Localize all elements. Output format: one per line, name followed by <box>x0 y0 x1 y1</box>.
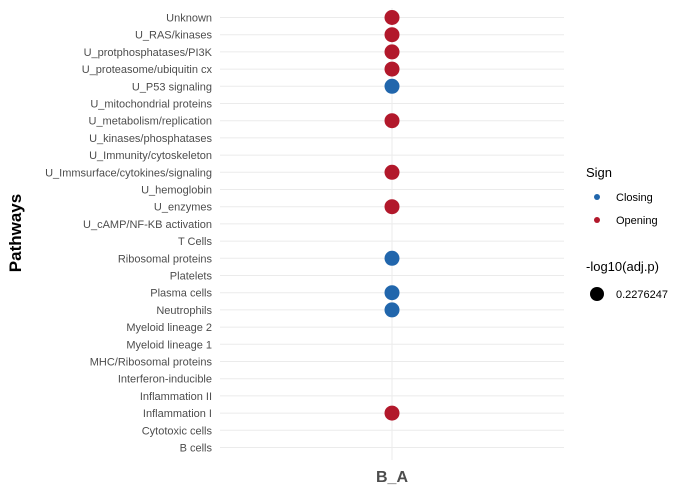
y-tick-u-kinases-phosphatases: U_kinases/phosphatases <box>89 133 212 145</box>
y-tick-u-mitochondrial-proteins: U_mitochondrial proteins <box>90 99 212 111</box>
y-tick-u-ras-kinases: U_RAS/kinases <box>135 30 213 42</box>
legend: Sign Closing Opening -log10(adj.p) 0.2276… <box>586 165 668 301</box>
point-u-ras-kinases <box>384 27 400 43</box>
y-tick-u-immunity-cytoskeleton: U_Immunity/cytoskeleton <box>89 150 212 162</box>
y-tick-u-hemoglobin: U_hemoglobin <box>141 185 212 197</box>
y-tick-u-enzymes: U_enzymes <box>154 202 213 214</box>
y-tick-ribosomal-proteins: Ribosomal proteins <box>118 253 213 265</box>
y-tick-interferon-inducible: Interferon-inducible <box>118 374 212 386</box>
x-tick-labels: B_A <box>376 469 408 486</box>
point-u-enzymes <box>384 199 400 215</box>
y-tick-plasma-cells: Plasma cells <box>150 288 212 300</box>
point-u-p53-signaling <box>384 78 400 94</box>
y-tick-t-cells: T Cells <box>178 236 213 248</box>
point-u-protphosphatases-pi3k <box>384 44 400 60</box>
y-tick-cytotoxic-cells: Cytotoxic cells <box>142 425 213 437</box>
y-tick-unknown: Unknown <box>166 13 212 25</box>
x-tick-b-a: B_A <box>376 469 408 486</box>
point-plasma-cells <box>384 285 400 301</box>
y-tick-u-protphosphatases-pi3k: U_protphosphatases/PI3K <box>84 47 213 59</box>
legend-size-key-0 <box>590 287 604 301</box>
legend-size-label-0: 0.2276247 <box>616 289 668 301</box>
data-points <box>384 10 400 421</box>
legend-color-title: Sign <box>586 165 612 180</box>
point-unknown <box>384 10 400 25</box>
y-tick-u-proteasome-ubiquitin-cx: U_proteasome/ubiquitin cx <box>82 64 213 76</box>
point-inflammation-i <box>384 405 400 421</box>
y-tick-neutrophils: Neutrophils <box>156 305 212 317</box>
y-tick-platelets: Platelets <box>170 271 213 283</box>
point-u-immsurface-cytokines-signaling <box>384 164 400 180</box>
y-tick-u-immsurface-cytokines-signaling: U_Immsurface/cytokines/signaling <box>45 167 212 179</box>
point-u-metabolism-replication <box>384 113 400 129</box>
legend-size-title: -log10(adj.p) <box>586 259 659 274</box>
y-tick-myeloid-lineage-2: Myeloid lineage 2 <box>126 322 212 334</box>
y-tick-myeloid-lineage-1: Myeloid lineage 1 <box>126 339 212 351</box>
point-neutrophils <box>384 302 400 318</box>
y-tick-u-camp-nf-kb-activation: U_cAMP/NF-KB activation <box>83 219 212 231</box>
y-tick-b-cells: B cells <box>180 443 213 455</box>
y-axis-label: Pathways <box>6 194 25 272</box>
legend-key-closing <box>594 194 600 200</box>
point-u-proteasome-ubiquitin-cx <box>384 61 400 77</box>
legend-key-opening <box>594 217 600 223</box>
y-tick-mhc-ribosomal-proteins: MHC/Ribosomal proteins <box>90 357 213 369</box>
y-tick-labels: Unknown U_RAS/kinases U_protphosphatases/P… <box>45 13 213 455</box>
y-tick-u-p53-signaling: U_P53 signaling <box>132 81 212 93</box>
y-tick-u-metabolism-replication: U_metabolism/replication <box>89 116 213 128</box>
y-tick-inflammation-ii: Inflammation II <box>140 391 212 403</box>
legend-label-closing: Closing <box>616 192 653 204</box>
point-ribosomal-proteins <box>384 250 400 266</box>
legend-label-opening: Opening <box>616 215 658 227</box>
y-tick-inflammation-i: Inflammation I <box>143 408 212 420</box>
